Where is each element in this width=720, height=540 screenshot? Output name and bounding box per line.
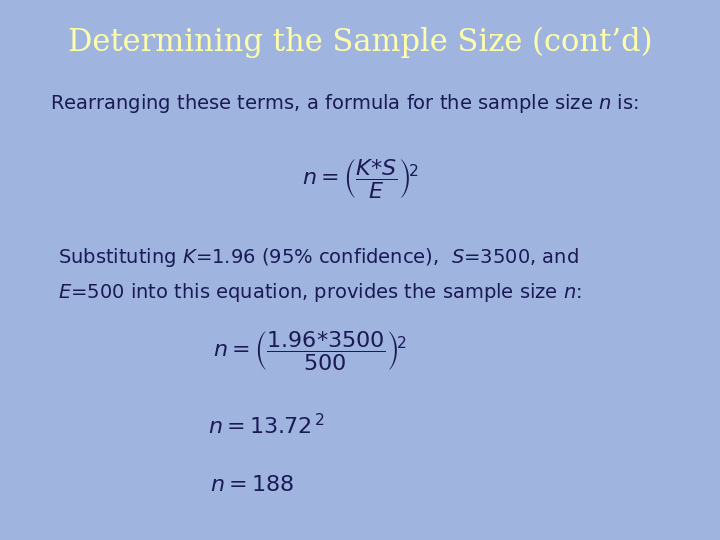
Text: Rearranging these terms, a formula for the sample size $n$ is:: Rearranging these terms, a formula for t… — [50, 92, 639, 115]
Text: Substituting $K$=1.96 (95% confidence),  $S$=3500, and: Substituting $K$=1.96 (95% confidence), … — [58, 246, 578, 269]
Text: $n = \left(\dfrac{K{*}S}{E}\right)^{\!2}$: $n = \left(\dfrac{K{*}S}{E}\right)^{\!2}… — [302, 157, 418, 200]
Text: $n = 188$: $n = 188$ — [210, 475, 294, 495]
Text: $n = \left(\dfrac{1.96{*}3500}{500}\right)^{\!2}$: $n = \left(\dfrac{1.96{*}3500}{500}\righ… — [212, 329, 407, 373]
Text: Determining the Sample Size (cont’d): Determining the Sample Size (cont’d) — [68, 27, 652, 58]
Text: $E$=500 into this equation, provides the sample size $n$:: $E$=500 into this equation, provides the… — [58, 281, 581, 304]
Text: $n = 13.72^{\,2}$: $n = 13.72^{\,2}$ — [208, 413, 325, 438]
